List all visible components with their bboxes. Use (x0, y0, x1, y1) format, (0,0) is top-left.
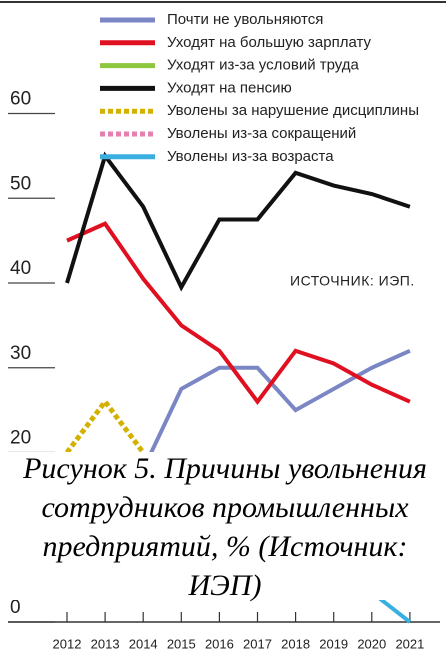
caption-line: сотрудников промышленных (41, 491, 409, 524)
legend-label: Уходят на пенсию (167, 79, 292, 96)
y-tick-label: 60 (10, 89, 31, 110)
legend-label: Уволены за нарушение дисциплины (167, 102, 419, 119)
x-tick-label: 2014 (129, 636, 158, 651)
legend-label: Уходят на большую зарплату (167, 34, 372, 51)
x-tick-label: 2012 (53, 636, 82, 651)
legend-label: Уволены из-за сокращений (167, 125, 356, 142)
legend-label: Уволены из-за возраста (167, 148, 334, 165)
y-tick-label: 20 (10, 428, 31, 449)
source-note: ИСТОЧНИК: ИЭП. (290, 273, 415, 289)
y-tick-label: 30 (10, 343, 31, 364)
caption-line: Рисунок 5. Причины увольнения (22, 452, 427, 485)
x-tick-label: 2013 (91, 636, 120, 651)
x-tick-label: 2018 (281, 636, 310, 651)
x-tick-label: 2019 (319, 636, 348, 651)
x-tick-label: 2017 (243, 636, 272, 651)
caption-line: ИЭП) (188, 569, 262, 602)
x-tick-label: 2015 (167, 636, 196, 651)
y-tick-label: 50 (10, 173, 31, 194)
legend-label: Уходят из-за условий труда (167, 57, 360, 74)
caption-line: предприятий, % (Источник: (43, 530, 408, 563)
series-line (67, 402, 410, 453)
series-line (141, 348, 411, 471)
x-tick-label: 2020 (357, 636, 386, 651)
y-tick-label: 0 (10, 597, 21, 618)
y-tick-label: 40 (10, 258, 31, 279)
caption-box (0, 452, 446, 600)
series-line (66, 221, 411, 405)
series-line (65, 151, 411, 292)
x-tick-label: 2016 (205, 636, 234, 651)
legend-label: Почти не увольняются (167, 11, 323, 28)
x-tick-label: 2021 (395, 636, 424, 651)
